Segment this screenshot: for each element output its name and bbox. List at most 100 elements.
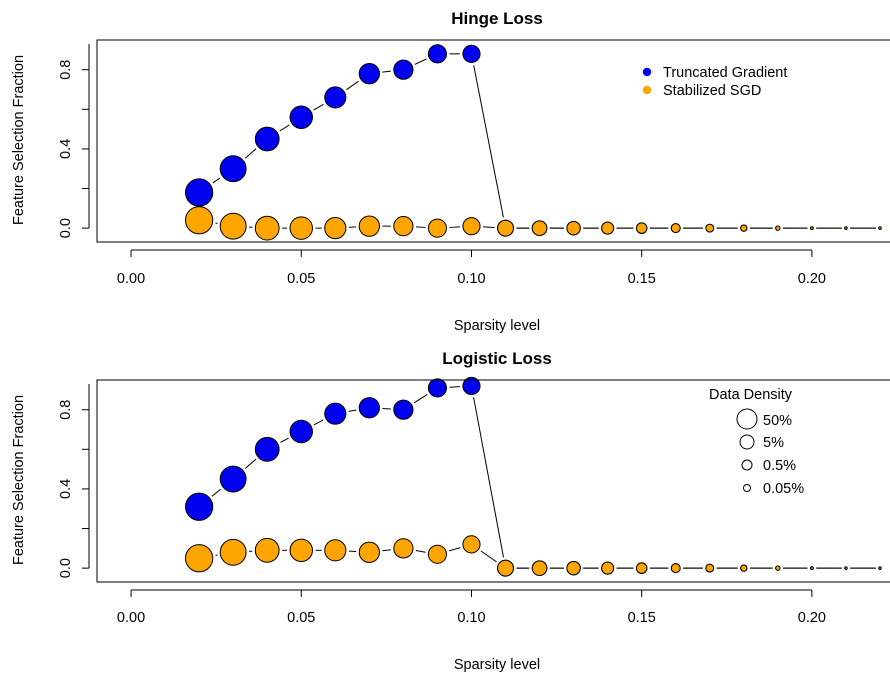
logistic-loss-y-ticks: 0.0 0.4 0.8 xyxy=(58,383,90,578)
logistic-loss-series-lines xyxy=(211,386,876,569)
stabilized-sgd-point xyxy=(566,560,581,576)
series-segment xyxy=(346,80,359,91)
density-legend-title: Data Density xyxy=(709,387,793,403)
stabilized-sgd-point xyxy=(670,563,681,574)
series-segment xyxy=(313,419,324,426)
series-segment xyxy=(473,65,504,218)
x-tick-label: 0.20 xyxy=(798,271,826,287)
logistic-loss-points xyxy=(184,376,882,577)
hinge-loss-xlabel: Sparsity level xyxy=(454,318,540,334)
stabilized-sgd-point xyxy=(566,220,581,236)
stabilized-sgd-point xyxy=(878,566,882,570)
y-tick-label: 0.8 xyxy=(58,60,74,80)
truncated-gradient-point xyxy=(393,399,414,420)
hinge-loss-ylabel: Feature Selection Fraction xyxy=(11,55,27,225)
density-legend-marker-5 xyxy=(739,434,755,450)
stabilized-sgd-point xyxy=(254,215,280,241)
truncated-gradient-point xyxy=(289,105,313,129)
y-tick-label: 0.8 xyxy=(58,400,74,420)
stabilized-sgd-point xyxy=(531,220,548,236)
stabilized-sgd-point xyxy=(393,538,414,559)
density-legend-marker-50 xyxy=(736,408,758,430)
stabilized-sgd-point xyxy=(705,563,715,573)
truncated-gradient-point xyxy=(393,59,414,80)
series-segment xyxy=(415,550,426,553)
series-segment xyxy=(449,226,460,228)
stabilized-sgd-point xyxy=(254,537,280,563)
density-legend-label-50: 50% xyxy=(763,413,792,429)
y-tick-label: 0.0 xyxy=(58,558,74,578)
x-tick-label: 0.15 xyxy=(628,610,656,626)
density-legend-label-0.5: 0.5% xyxy=(763,458,796,474)
hinge-loss-title: Hinge Loss xyxy=(451,9,543,28)
x-tick-label: 0.00 xyxy=(117,271,145,287)
truncated-gradient-point xyxy=(324,402,347,425)
stabilized-sgd-point xyxy=(497,559,514,577)
hinge-loss-panel: Hinge Loss Feature Selection Fraction Sp… xyxy=(11,9,890,334)
stabilized-sgd-point xyxy=(427,218,447,238)
logistic-loss-plot-frame xyxy=(96,379,890,583)
stabilized-sgd-point xyxy=(462,535,481,554)
hinge-loss-series-lines xyxy=(212,53,876,229)
series-segment xyxy=(382,549,391,552)
stabilized-sgd-point xyxy=(705,223,715,233)
logistic-loss-panel: Logistic Loss Feature Selection Fraction… xyxy=(11,349,890,673)
series-segment xyxy=(473,397,504,558)
logistic-loss-ylabel: Feature Selection Fraction xyxy=(11,395,27,565)
stabilized-sgd-point xyxy=(844,226,848,230)
stabilized-sgd-point xyxy=(844,566,848,570)
stabilized-sgd-point xyxy=(601,561,615,575)
hinge-loss-y-ticks: 0.0 0.4 0.8 xyxy=(58,43,90,238)
x-tick-label: 0.05 xyxy=(287,610,315,626)
legend-truncated-gradient-marker xyxy=(642,67,652,77)
legend-stabilized-sgd-label: Stabilized SGD xyxy=(663,83,761,99)
truncated-gradient-point xyxy=(219,465,247,493)
stabilized-sgd-point xyxy=(462,217,481,236)
stabilized-sgd-point xyxy=(358,541,380,563)
truncated-gradient-point xyxy=(324,86,347,109)
density-legend: Data Density 50% 5% 0.5% 0.05% xyxy=(709,387,804,497)
stabilized-sgd-point xyxy=(184,544,214,573)
x-tick-label: 0.20 xyxy=(798,610,826,626)
y-tick-label: 0.4 xyxy=(58,479,74,499)
series-legend: Truncated Gradient Stabilized SGD xyxy=(642,65,787,99)
series-segment xyxy=(415,226,426,228)
series-segment xyxy=(211,488,222,497)
truncated-gradient-point xyxy=(289,419,313,444)
truncated-gradient-point xyxy=(184,492,214,521)
stabilized-sgd-point xyxy=(775,565,781,571)
series-segment xyxy=(313,103,324,111)
series-segment xyxy=(244,458,257,469)
stabilized-sgd-point xyxy=(497,219,514,237)
logistic-loss-xlabel: Sparsity level xyxy=(454,657,540,673)
stabilized-sgd-point xyxy=(878,226,882,230)
hinge-loss-points xyxy=(184,44,882,241)
stabilized-sgd-point xyxy=(809,226,814,231)
x-tick-label: 0.05 xyxy=(287,271,315,287)
series-segment xyxy=(482,226,495,229)
truncated-gradient-point xyxy=(219,155,247,183)
truncated-gradient-point xyxy=(358,63,380,85)
density-legend-label-0.05: 0.05% xyxy=(763,481,804,497)
hinge-loss-plot-frame xyxy=(96,39,890,243)
x-tick-label: 0.10 xyxy=(457,271,485,287)
stabilized-sgd-point xyxy=(289,538,313,563)
x-tick-label: 0.10 xyxy=(457,610,485,626)
series-segment xyxy=(212,177,221,184)
y-tick-label: 0.4 xyxy=(58,139,74,159)
density-legend-marker-0.05 xyxy=(743,484,751,492)
series-segment xyxy=(244,148,257,159)
legend-stabilized-sgd-marker xyxy=(642,85,652,95)
series-segment xyxy=(448,547,461,552)
stabilized-sgd-point xyxy=(531,560,548,576)
stabilized-sgd-point xyxy=(184,206,214,235)
series-segment xyxy=(348,409,357,412)
stabilized-sgd-point xyxy=(358,215,380,237)
truncated-gradient-point xyxy=(254,436,280,462)
stabilized-sgd-point xyxy=(635,222,648,234)
x-tick-label: 0.00 xyxy=(117,610,145,626)
truncated-gradient-point xyxy=(427,44,447,64)
stabilized-sgd-point xyxy=(601,221,615,235)
stabilized-sgd-point xyxy=(740,564,748,572)
truncated-gradient-point xyxy=(358,397,380,419)
